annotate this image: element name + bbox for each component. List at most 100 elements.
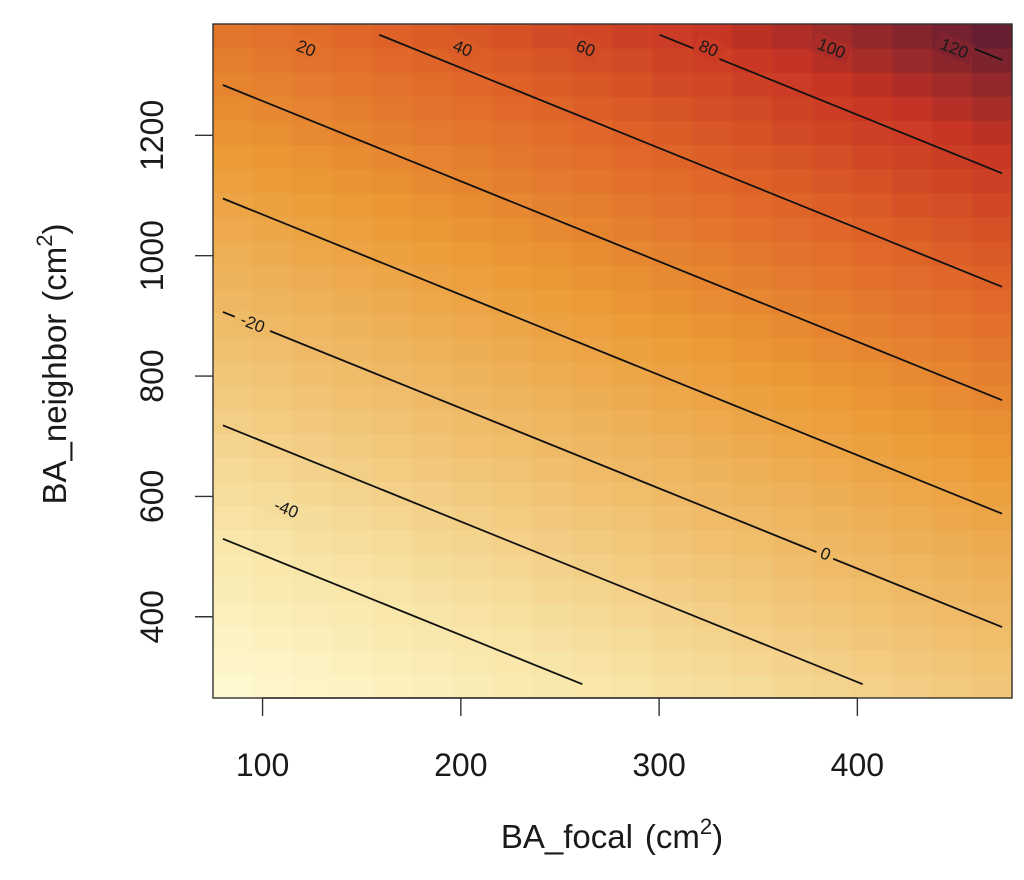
heatmap-cell (972, 288, 1013, 314)
y-tick-label: 800 (134, 349, 170, 402)
heatmap-cell (892, 96, 933, 121)
heatmap-cell (892, 192, 933, 218)
heatmap-cell (252, 385, 294, 410)
heatmap-cell (652, 96, 693, 121)
heatmap-cell (812, 168, 853, 194)
heatmap-cell (532, 144, 574, 170)
heatmap-cell (652, 312, 693, 338)
heatmap-cell (492, 240, 534, 266)
heatmap-cell (612, 288, 654, 314)
heatmap-cell (452, 216, 494, 242)
heatmap-cell (812, 72, 853, 97)
heatmap-cell (213, 481, 254, 507)
heatmap-cell (612, 120, 654, 145)
heatmap-cell (332, 240, 374, 266)
heatmap-cell (772, 240, 813, 266)
heatmap-cell (492, 48, 534, 73)
heatmap-cell (772, 72, 813, 97)
heatmap-cell (213, 577, 254, 603)
heatmap-cell (252, 361, 294, 386)
heatmap-cell (452, 457, 494, 482)
heatmap-cell (332, 529, 374, 555)
heatmap-cell (213, 264, 254, 290)
heatmap-cell (972, 240, 1013, 266)
heatmap-cell (213, 96, 254, 121)
heatmap-cell (972, 649, 1013, 675)
heatmap-cell (452, 120, 494, 145)
heatmap-cell (972, 72, 1013, 97)
heatmap-cell (772, 361, 813, 386)
heatmap-cell (372, 457, 414, 482)
heatmap-cell (572, 361, 614, 386)
heatmap-cell (572, 72, 614, 97)
heatmap-cell (812, 601, 853, 627)
heatmap-cell (572, 625, 614, 651)
heatmap-cell (572, 433, 614, 458)
heatmap-cells (213, 24, 1013, 699)
heatmap-cell (332, 649, 374, 675)
heatmap-cell (292, 409, 334, 434)
heatmap-cell (532, 240, 574, 266)
heatmap-cell (372, 433, 414, 458)
heatmap-cell (932, 361, 973, 386)
heatmap-cell (612, 385, 654, 410)
heatmap-cell (612, 481, 654, 507)
heatmap-cell (892, 481, 933, 507)
heatmap-cell (612, 649, 654, 675)
heatmap-cell (852, 120, 893, 145)
heatmap-cell (213, 457, 254, 482)
heatmap-cell (292, 120, 334, 145)
heatmap-cell (692, 577, 733, 603)
heatmap-cell (652, 553, 693, 579)
contour-line (222, 311, 1003, 628)
heatmap-cell (812, 216, 853, 242)
heatmap-cell (692, 144, 733, 170)
heatmap-cell (972, 24, 1013, 49)
heatmap-cell (492, 481, 534, 507)
y-tick-label: 1000 (134, 220, 170, 291)
heatmap-cell (692, 361, 733, 386)
contour-line (222, 197, 1003, 515)
heatmap-cell (492, 288, 534, 314)
heatmap-cell (412, 601, 454, 627)
heatmap-cell (732, 24, 773, 49)
heatmap-cell (372, 529, 414, 555)
heatmap-cell (812, 385, 853, 410)
heatmap-cell (412, 312, 454, 338)
heatmap-cell (572, 312, 614, 338)
heatmap-cell (372, 553, 414, 579)
heatmap-cell (972, 529, 1013, 555)
heatmap-cell (732, 288, 773, 314)
heatmap-cell (452, 288, 494, 314)
heatmap-cell (292, 240, 334, 266)
heatmap-cell (852, 433, 893, 458)
heatmap-cell (932, 264, 973, 290)
heatmap-cell (932, 529, 973, 555)
heatmap-cell (892, 529, 933, 555)
heatmap-cell (332, 577, 374, 603)
heatmap-cell (812, 577, 853, 603)
heatmap-cell (252, 625, 294, 651)
heatmap-cell (252, 48, 294, 73)
heatmap-cell (732, 336, 773, 362)
heatmap-cell (772, 553, 813, 579)
heatmap-cell (812, 240, 853, 266)
heatmap-cell (492, 144, 534, 170)
heatmap-cell (692, 529, 733, 555)
heatmap-cell (652, 601, 693, 627)
heatmap-cell (412, 336, 454, 362)
heatmap-cell (292, 168, 334, 194)
heatmap-cell (452, 625, 494, 651)
contour-lines (222, 33, 1003, 686)
heatmap-cell (892, 120, 933, 145)
heatmap-cell (452, 264, 494, 290)
heatmap-cell (452, 96, 494, 121)
heatmap-cell (972, 385, 1013, 410)
heatmap-cell (972, 216, 1013, 242)
heatmap-cell (692, 649, 733, 675)
heatmap-cell (213, 553, 254, 579)
heatmap-cell (332, 96, 374, 121)
heatmap-cell (732, 72, 773, 97)
heatmap-cell (412, 192, 454, 218)
heatmap-cell (213, 216, 254, 242)
